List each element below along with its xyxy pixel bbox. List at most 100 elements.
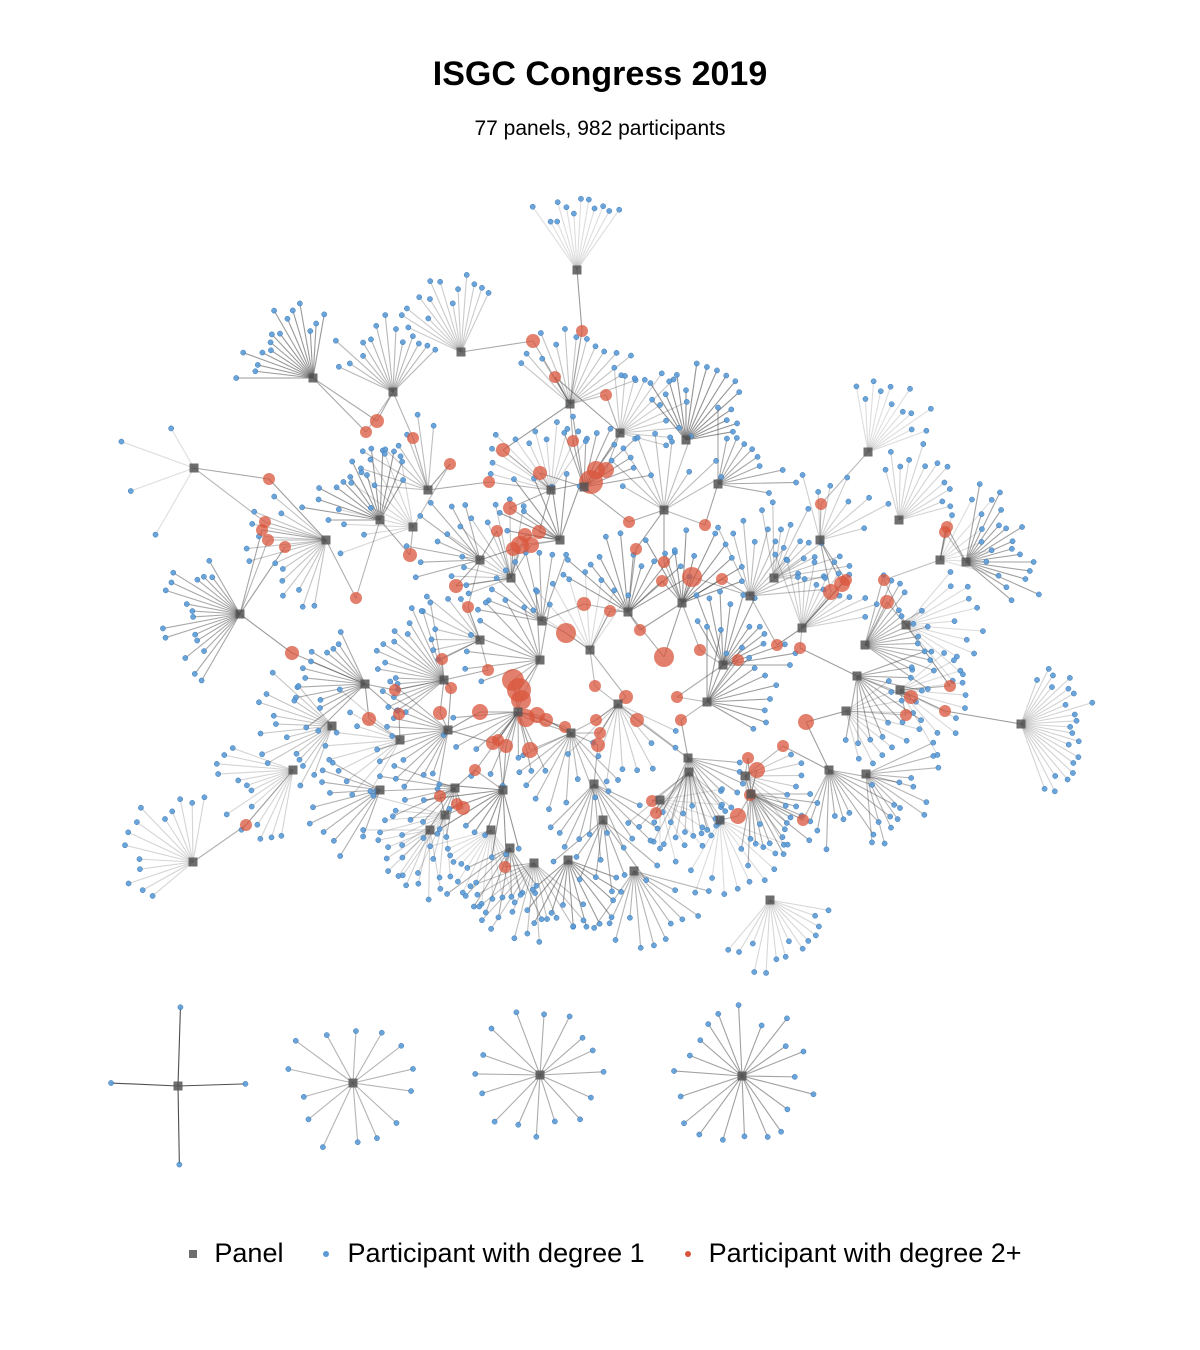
panel-participant-edge [309, 330, 314, 379]
participant-degree-1-node [467, 883, 474, 889]
participant-degree-1-node [190, 614, 196, 620]
panel-participant-edge [685, 422, 738, 441]
participant-degree-1-node [628, 352, 634, 359]
panel-participant-edge [864, 636, 919, 646]
panel-node [537, 616, 547, 626]
panel-participant-edge [685, 391, 740, 441]
participant-degree-1-node [586, 831, 593, 838]
participant-degree-1-node [526, 440, 533, 447]
participant-degree-1-node [800, 555, 807, 562]
panel-participant-edge [633, 870, 676, 891]
panel-participant-edge [177, 1083, 246, 1087]
panel-participant-edge [467, 559, 481, 608]
panel-participant-edge [255, 370, 314, 379]
panel-participant-edge [662, 757, 689, 813]
panel-participant-edge [663, 441, 673, 511]
participant-degree-2plus-node [777, 740, 789, 752]
participant-degree-1-node [272, 560, 279, 567]
participant-degree-1-node [673, 372, 680, 378]
panel-participant-edge [485, 602, 541, 661]
participant-degree-1-node [448, 573, 455, 579]
participant-degree-2plus-node [623, 516, 635, 528]
participant-degree-1-node [476, 903, 483, 910]
participant-degree-1-node [200, 573, 207, 580]
participant-degree-1-node [300, 763, 306, 769]
panel-participant-edge [687, 757, 726, 812]
panel-participant-edge [485, 847, 511, 913]
participant-degree-1-node [784, 841, 791, 848]
participant-degree-2plus-node [532, 525, 546, 539]
participant-degree-1-node [335, 641, 342, 647]
participant-degree-1-node [399, 832, 405, 838]
panel-participant-edge [548, 732, 572, 810]
panel-participant-edge [539, 604, 551, 661]
panel-participant-edge [386, 726, 449, 731]
participant-degree-1-node [648, 472, 654, 479]
panel-participant-edge [617, 703, 676, 749]
participant-degree-1-node [582, 438, 589, 444]
participant-degree-1-node [539, 355, 546, 362]
participant-degree-1-node [382, 659, 388, 666]
participant-degree-1-node [310, 804, 316, 811]
participant-degree-1-node [680, 810, 686, 817]
panel-participant-edge [722, 643, 764, 666]
participant-degree-1-node [177, 796, 184, 803]
participant-degree-1-node [662, 936, 669, 942]
panel-participant-edge [706, 657, 750, 703]
panel-participant-edge [155, 467, 195, 535]
participant-degree-1-node [597, 856, 604, 863]
panel-participant-edge [241, 769, 294, 831]
participant-degree-1-node [544, 916, 550, 922]
participant-degree-2plus-node [598, 462, 614, 478]
panel-node [456, 347, 466, 357]
panel-node [563, 855, 573, 865]
panel-participant-edge [411, 607, 445, 681]
panel-participant-edge [633, 870, 642, 948]
participant-degree-1-node [598, 577, 605, 583]
participant-degree-1-node [592, 874, 599, 881]
participant-degree-1-node [259, 349, 266, 356]
panel-participant-edge [451, 506, 481, 561]
panel-node [683, 753, 693, 763]
panel-participant-edge [401, 814, 446, 836]
panel-participant-edge [611, 460, 665, 511]
panel-participant-edge [474, 789, 504, 833]
participant-degree-1-node [424, 593, 430, 600]
participant-degree-1-node [897, 805, 903, 811]
participant-degree-1-node [252, 368, 259, 375]
participant-degree-1-node [827, 482, 834, 489]
participant-degree-1-node [1051, 788, 1058, 795]
panel-participant-edge [1020, 723, 1056, 792]
panel-participant-edge [819, 503, 889, 541]
panel-participant-edge [749, 589, 824, 597]
participant-degree-1-node [998, 507, 1004, 513]
panel-participant-edge [773, 555, 840, 579]
panel-participant-edge [965, 561, 1007, 588]
panel-participant-edge [741, 1051, 804, 1077]
panel-participant-edge [864, 642, 918, 646]
panel-participant-edge [475, 711, 519, 750]
participant-degree-1-node [879, 752, 886, 758]
participant-degree-1-node [493, 575, 500, 582]
participant-degree-1-node [935, 764, 942, 771]
panel-participant-edge [268, 478, 327, 541]
panel-participant-edge [479, 620, 541, 661]
participant-degree-1-node [836, 553, 843, 560]
panel-participant-edge [570, 732, 579, 780]
panel-participant-edge [383, 643, 445, 681]
panel-participant-edge [773, 508, 809, 579]
participant-degree-2plus-node [658, 556, 670, 568]
panel-participant-edge [605, 536, 629, 613]
participant-degree-1-node [963, 636, 970, 643]
participant-degree-1-node [192, 631, 198, 638]
participant-degree-1-node [573, 854, 580, 860]
participant-degree-2plus-node [591, 738, 605, 752]
participant-degree-1-node [997, 489, 1003, 496]
panel-participant-edge [355, 519, 381, 599]
participant-degree-1-node [425, 315, 432, 322]
participant-degree-2plus-node [436, 653, 448, 665]
participant-degree-1-node [853, 383, 860, 390]
panel-participant-edge [816, 769, 830, 831]
panel-participant-edge [741, 1025, 763, 1077]
panel-participant-edge [570, 732, 619, 781]
